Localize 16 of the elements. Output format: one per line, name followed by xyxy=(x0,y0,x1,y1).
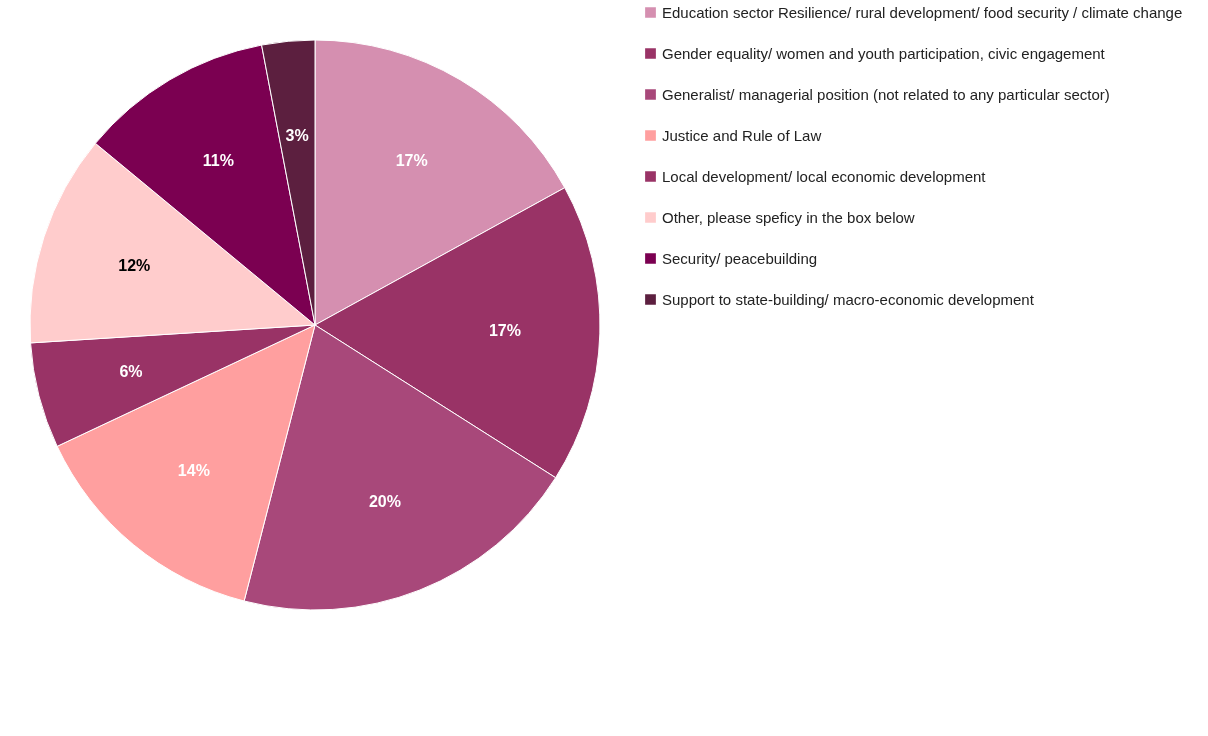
legend-label: Local development/ local economic development xyxy=(662,167,987,185)
data-label: 3% xyxy=(285,126,309,144)
legend-label: Justice and Rule of Law xyxy=(662,126,822,144)
data-label: 17% xyxy=(395,152,428,170)
legend-label: Gender equality/ women and youth participation, civic engagement xyxy=(662,44,1106,62)
data-label: 20% xyxy=(368,492,401,510)
data-label: 6% xyxy=(119,363,143,381)
data-label: 17% xyxy=(488,321,521,339)
legend-label: Security/ peacebuilding xyxy=(662,249,818,267)
data-label: 14% xyxy=(177,462,210,480)
data-label: 12% xyxy=(118,257,151,275)
legend-label: Generalist/ managerial position (not related to any particular sector) xyxy=(662,85,1110,103)
legend-label: Other, please speficy in the box below xyxy=(662,208,915,226)
legend-label: Education sector Resilience/ rural development/ food security / climate change xyxy=(662,3,1183,21)
data-label: 11% xyxy=(202,152,234,170)
legend-label: Support to state-building/ macro-economic development xyxy=(662,290,1035,308)
